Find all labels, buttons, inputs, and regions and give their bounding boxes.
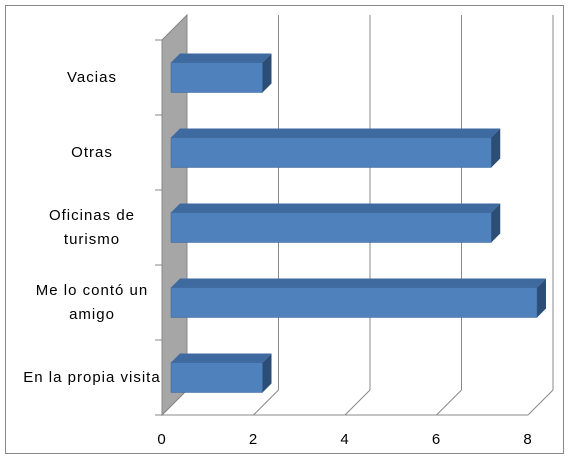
bar-top	[171, 278, 546, 288]
bar	[170, 62, 263, 93]
grid-floor-line	[527, 389, 554, 416]
bar-side	[491, 128, 501, 168]
bar-side	[491, 203, 501, 243]
grid-floor-line	[344, 389, 371, 416]
x-tick-label: 8	[523, 431, 532, 448]
x-tick-label: 4	[340, 431, 349, 448]
bar-top	[171, 353, 272, 363]
bar-top	[171, 53, 272, 63]
x-tick-label: 0	[157, 431, 166, 448]
bar-side	[537, 278, 546, 318]
grid-floor-line	[161, 389, 188, 416]
y-tick-label: Oficinas de turismo	[48, 206, 136, 248]
y-tick-label: Vacias	[67, 68, 117, 86]
y-tick-label: Me lo contó un amigo	[35, 281, 149, 323]
x-tick-label: 6	[432, 431, 441, 448]
y-tick-label: Otras	[71, 143, 113, 161]
y-tick-label: En la propia visita	[23, 368, 161, 386]
grid-floor-line	[436, 389, 462, 416]
bar	[170, 362, 263, 393]
bar-top	[171, 203, 501, 213]
x-tick-label: 2	[249, 431, 258, 448]
bar-side	[262, 53, 272, 93]
bar	[170, 212, 492, 243]
bar-side	[262, 353, 272, 393]
bar	[170, 287, 538, 318]
bar	[170, 137, 492, 168]
grid-floor-line	[253, 389, 279, 416]
bar-top	[171, 128, 501, 138]
